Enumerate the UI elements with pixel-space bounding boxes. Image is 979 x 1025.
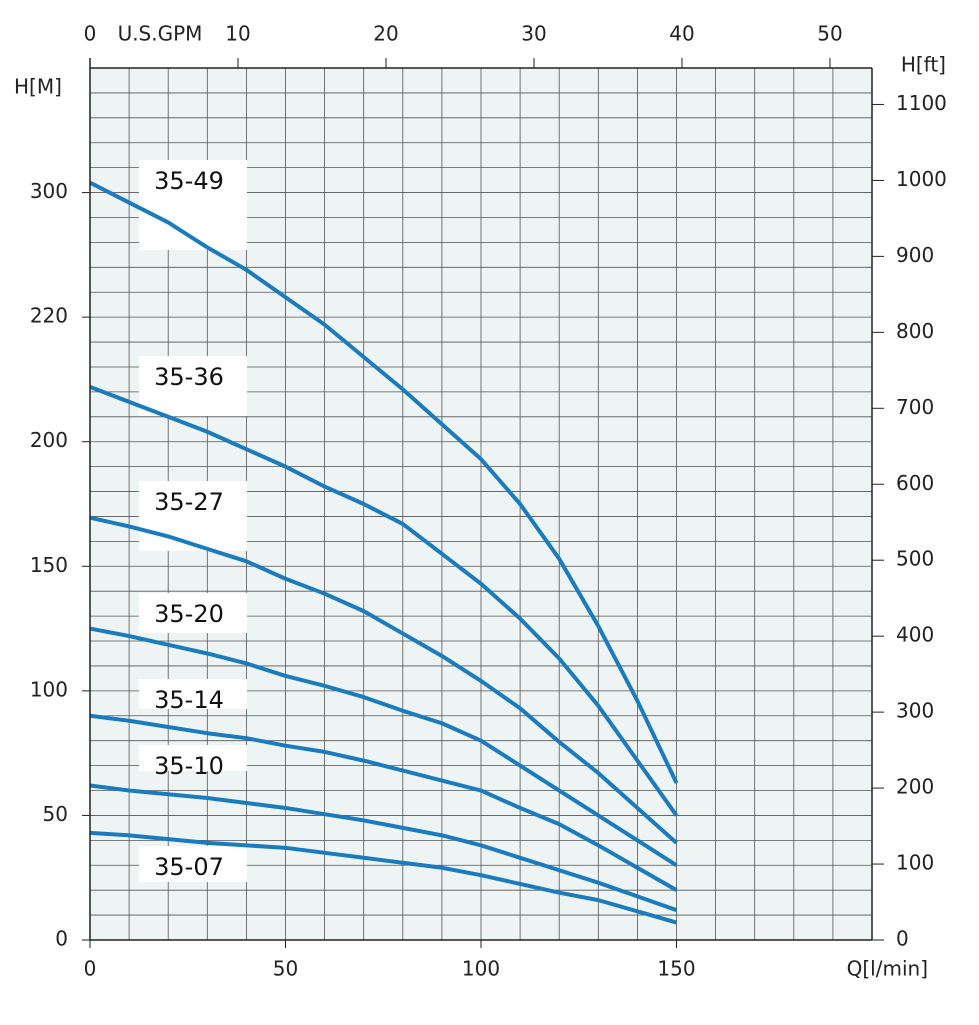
y2-tick-label: 0 — [896, 927, 909, 951]
y2-axis-label: H[ft] — [901, 53, 946, 77]
y2-tick-label: 100 — [896, 851, 934, 875]
pump-curve — [89, 713, 678, 892]
y-tick-label: 300 — [30, 179, 68, 203]
pump-curve — [89, 783, 678, 912]
pump-curve — [89, 626, 678, 867]
y2-tick-label: 500 — [896, 547, 934, 571]
x2-tick-label: 0 — [84, 22, 97, 46]
label-box — [139, 745, 247, 771]
pump-curve — [89, 515, 678, 845]
pump-curve — [89, 180, 679, 784]
label-box — [139, 356, 247, 416]
y2-tick-label: 900 — [896, 243, 934, 267]
y2-tick-label: 800 — [896, 319, 934, 343]
y-axis-label: H[M] — [14, 75, 62, 99]
label-box — [139, 481, 247, 551]
label-box — [139, 846, 247, 882]
label-box — [139, 679, 247, 709]
x-tick-label: 150 — [657, 957, 695, 981]
curve-label: 35-36 — [154, 363, 224, 391]
x2-tick-label: 40 — [669, 22, 694, 46]
curve-label: 35-10 — [154, 752, 224, 780]
y2-tick-label: 400 — [896, 623, 934, 647]
x2-tick-label: 20 — [373, 22, 398, 46]
y-tick-label: 200 — [30, 428, 68, 452]
x-tick-label: 0 — [84, 957, 97, 981]
x2-tick-label: 30 — [521, 22, 546, 46]
y2-tick-label: 700 — [896, 395, 934, 419]
curve-label: 35-49 — [154, 167, 224, 195]
y2-tick-label: 1100 — [896, 91, 947, 115]
y-tick-label: 0 — [55, 927, 68, 951]
x-tick-label: 100 — [462, 957, 500, 981]
y-tick-label: 100 — [30, 677, 68, 701]
curve-label: 35-27 — [154, 488, 224, 516]
label-box — [139, 160, 247, 250]
x2-tick-label: 50 — [817, 22, 842, 46]
y-tick-label: 150 — [30, 553, 68, 577]
label-box — [139, 593, 247, 633]
x2-tick-label: 10 — [225, 22, 250, 46]
pump-curve — [89, 385, 679, 817]
curve-label: 35-20 — [154, 600, 224, 628]
y-tick-label: 50 — [43, 802, 68, 826]
y2-tick-label: 1000 — [896, 167, 947, 191]
x-axis-label: Q[l/min] — [847, 957, 928, 981]
pump-curve — [89, 830, 678, 925]
y2-tick-label: 600 — [896, 471, 934, 495]
y2-tick-label: 200 — [896, 775, 934, 799]
curve-label: 35-14 — [154, 686, 224, 714]
curve-label: 35-07 — [154, 853, 224, 881]
y-tick-label: 220 — [30, 304, 68, 328]
y2-tick-label: 300 — [896, 699, 934, 723]
x2-axis-label: U.S.GPM — [118, 22, 203, 46]
x-tick-label: 50 — [273, 957, 298, 981]
